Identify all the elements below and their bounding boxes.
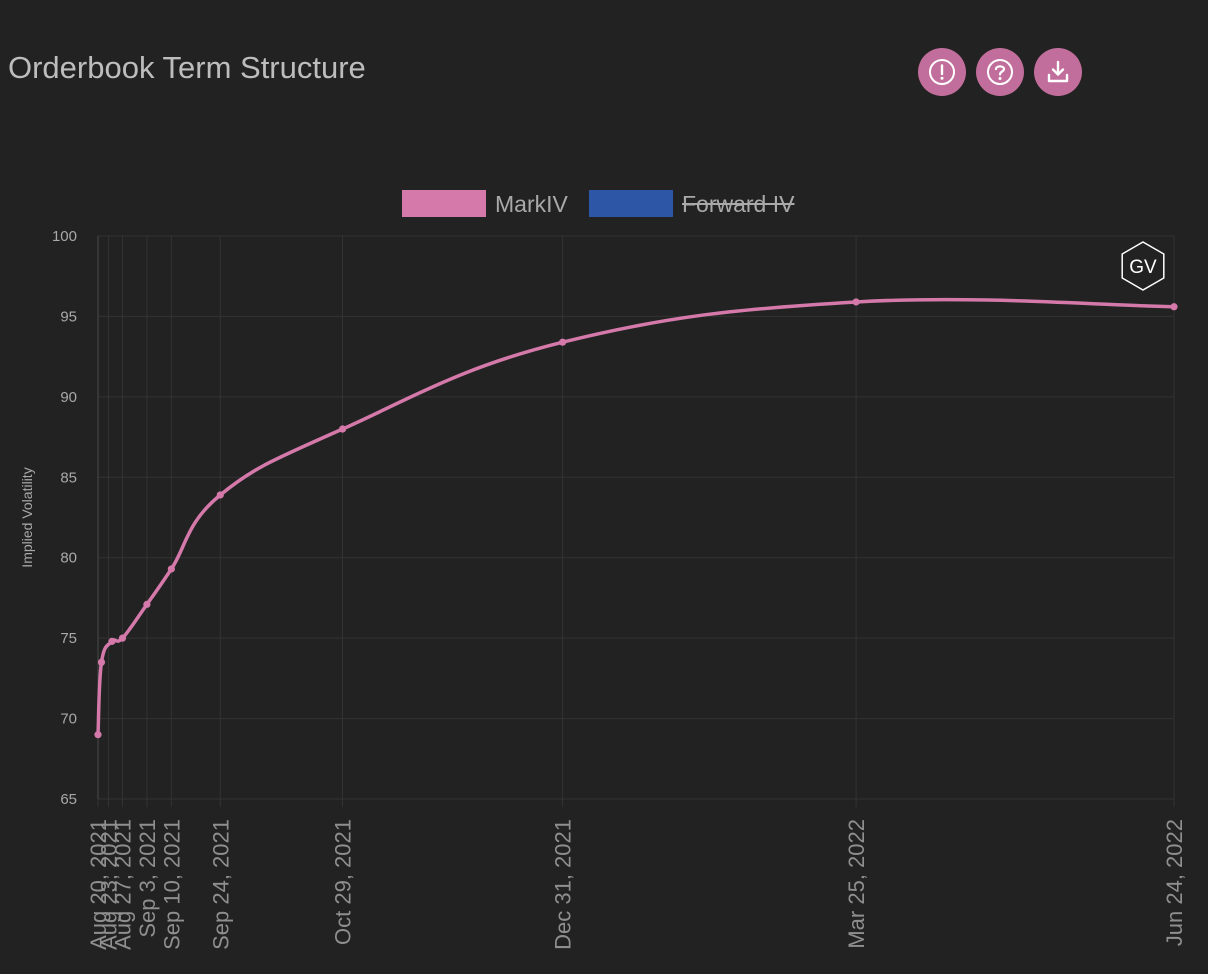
data-point[interactable] xyxy=(852,298,860,306)
data-point[interactable] xyxy=(108,637,116,645)
legend-swatch[interactable] xyxy=(402,190,486,217)
x-tick-label: Sep 24, 2021 xyxy=(208,819,233,950)
data-point[interactable] xyxy=(97,658,106,666)
info-button[interactable] xyxy=(918,48,966,96)
data-point[interactable] xyxy=(143,600,151,608)
legend-label[interactable]: MarkIV xyxy=(495,191,569,217)
download-icon xyxy=(1047,60,1069,83)
data-point[interactable] xyxy=(167,565,175,573)
y-tick-label: 75 xyxy=(60,630,77,647)
x-tick-label: Jun 24, 2022 xyxy=(1162,819,1187,946)
y-tick-label: 95 xyxy=(60,308,77,325)
download-button[interactable] xyxy=(1034,48,1082,96)
data-point[interactable] xyxy=(216,491,224,499)
x-tick-label: Aug 20, 2021 xyxy=(86,819,111,950)
data-point[interactable] xyxy=(338,425,347,433)
data-point[interactable] xyxy=(94,731,102,739)
x-tick-label: Sep 10, 2021 xyxy=(159,819,184,950)
legend-swatch[interactable] xyxy=(589,190,673,217)
x-tick-label: Oct 29, 2021 xyxy=(331,819,356,945)
y-tick-label: 65 xyxy=(60,791,77,808)
page-title: Orderbook Term Structure xyxy=(8,50,366,85)
alert-circle-icon xyxy=(929,59,955,85)
data-point[interactable] xyxy=(1170,303,1178,311)
x-tick-label: Aug 27, 2021 xyxy=(110,819,135,950)
x-tick-label: Dec 31, 2021 xyxy=(551,819,576,950)
watermark-text: GV xyxy=(1129,257,1157,278)
x-tick-label: Aug 23, 2021 xyxy=(96,819,121,950)
data-point[interactable] xyxy=(559,338,567,346)
question-circle-icon xyxy=(987,59,1013,85)
y-tick-label: 90 xyxy=(60,389,77,406)
help-button[interactable] xyxy=(976,48,1024,96)
y-tick-label: 80 xyxy=(60,550,77,567)
y-tick-label: 100 xyxy=(52,228,77,245)
x-tick-label: Sep 3, 2021 xyxy=(135,819,160,938)
series-line-markiv xyxy=(96,297,1176,737)
x-tick-label: Mar 25, 2022 xyxy=(844,819,869,949)
y-tick-label: 85 xyxy=(60,469,77,486)
watermark-hexagon xyxy=(1121,241,1165,291)
data-point[interactable] xyxy=(118,634,127,642)
y-axis-label: Implied Volatility xyxy=(19,467,35,567)
y-tick-label: 70 xyxy=(60,711,77,728)
